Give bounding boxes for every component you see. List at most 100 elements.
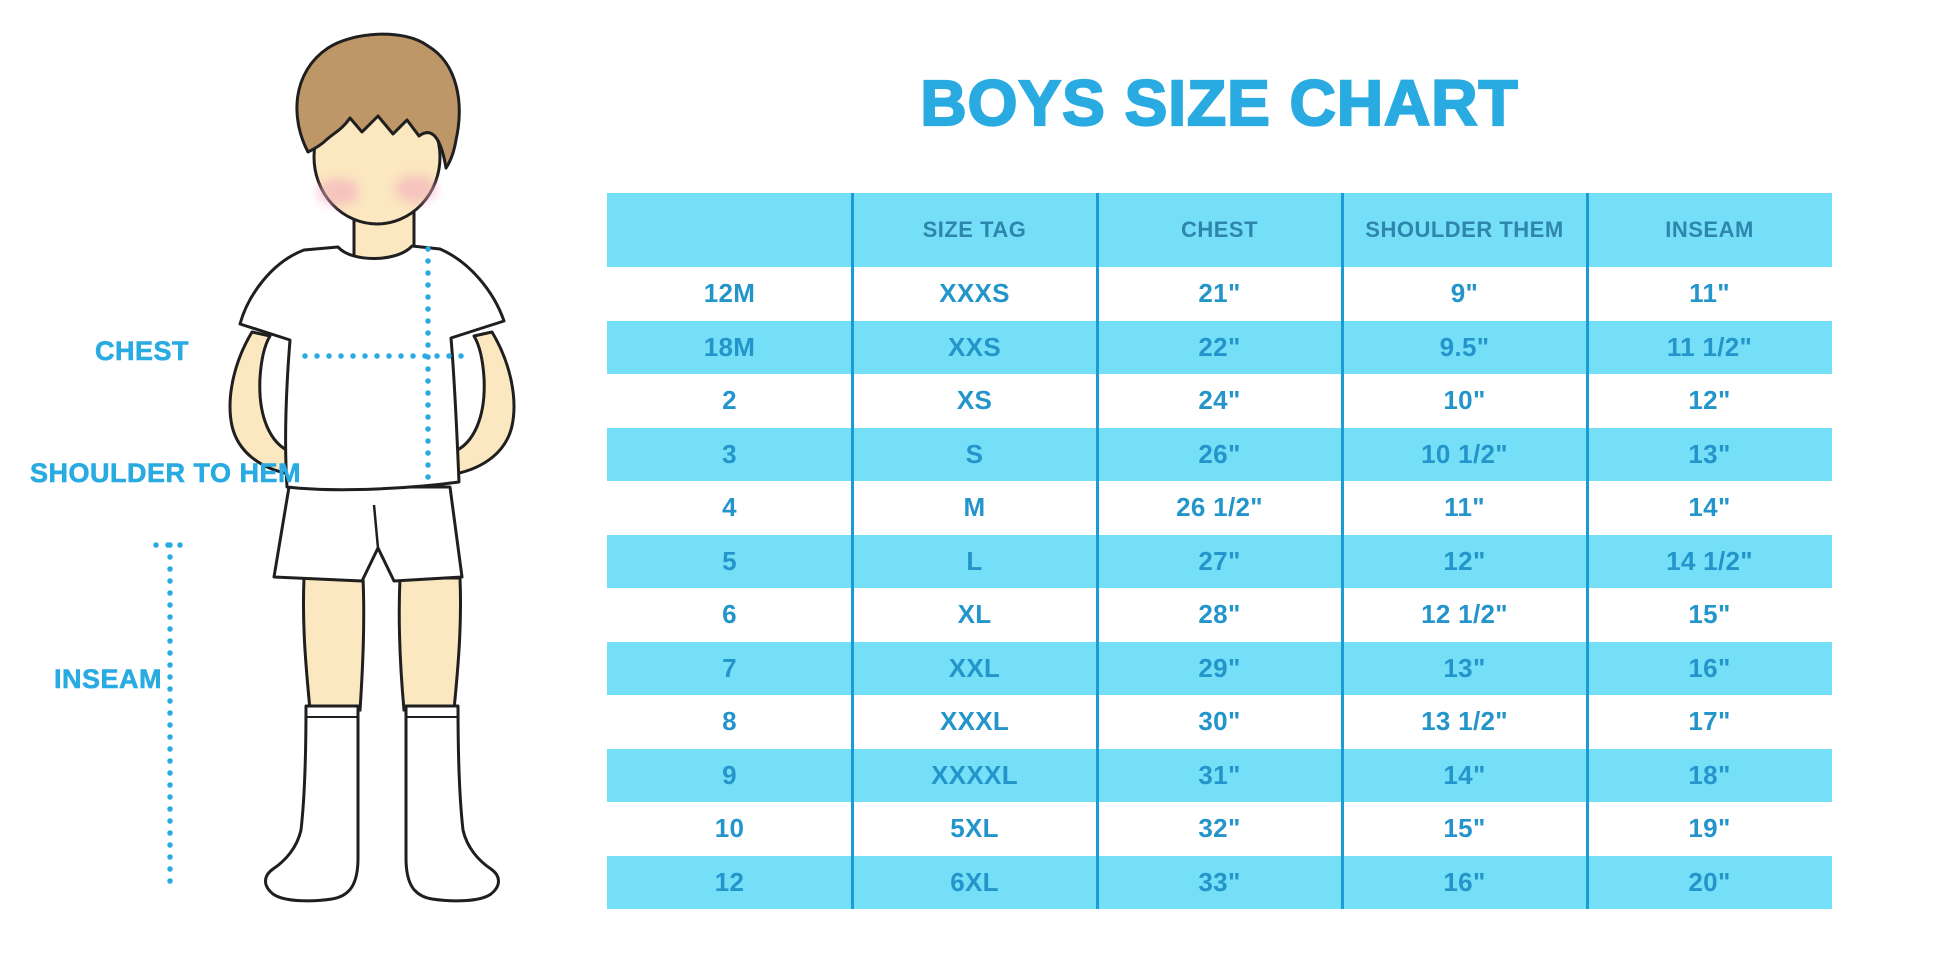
left-cheek-blush (317, 178, 359, 206)
table-cell: XXL (948, 652, 1001, 683)
table-cell: 12M (703, 278, 756, 309)
table-header-row: SIZE TAG CHEST SHOULDER THEM INSEAM (607, 193, 1832, 267)
table-cell: 8 (722, 706, 737, 737)
table-row: 4 M 26 1/2" 11" 14" (607, 481, 1832, 535)
table-cell: 28" (1198, 599, 1241, 630)
table-cell: M (963, 492, 986, 523)
table-row: 8 XXXL 30" 13 1/2" 17" (607, 695, 1832, 749)
table-cell: 14 1/2" (1666, 545, 1753, 576)
table-cell: 15" (1688, 599, 1731, 630)
table-cell: 24" (1198, 385, 1241, 416)
table-row: 6 XL 28" 12 1/2" 15" (607, 588, 1832, 642)
column-divider (851, 193, 854, 909)
table-row: 5 L 27" 12" 14 1/2" (607, 534, 1832, 588)
chest-label: CHEST (95, 336, 190, 367)
table-cell: 19" (1688, 813, 1731, 844)
hair-shape (295, 32, 461, 170)
table-cell: 5XL (950, 813, 999, 844)
shorts-fly-line (372, 504, 380, 549)
table-cell: XS (956, 385, 993, 416)
table-cell: 11" (1689, 278, 1730, 309)
table-cell: 10 (714, 813, 745, 844)
boy-illustration (153, 32, 516, 903)
column-divider (1341, 193, 1344, 909)
table-cell: L (966, 545, 983, 576)
table-cell: 12" (1688, 385, 1731, 416)
table-cell: 11 1/2" (1666, 331, 1753, 362)
table-cell: 6 (722, 599, 737, 630)
table-cell: XXXS (939, 278, 1010, 309)
table-cell: 6XL (950, 866, 999, 897)
right-cheek-blush (395, 175, 437, 203)
table-cell: 9.5" (1439, 331, 1490, 362)
right-sock-shape (404, 704, 500, 903)
table-cell: XXXXL (931, 759, 1018, 790)
table-cell: 13 1/2" (1421, 706, 1508, 737)
table-cell: 9 (722, 759, 737, 790)
tshirt-shape (238, 244, 506, 492)
table-body: 12M XXXS 21" 9" 11" 18M XXS 22" 9.5" 11 1/2" 2 XS 24… (607, 267, 1832, 909)
table-cell: 5 (722, 545, 737, 576)
table-cell: 12" (1443, 545, 1486, 576)
table-cell: 21" (1198, 278, 1241, 309)
table-cell: 3 (722, 438, 737, 469)
column-divider (1586, 193, 1589, 909)
table-cell: 4 (722, 492, 737, 523)
table-cell: XL (957, 599, 992, 630)
table-cell: 13" (1443, 652, 1486, 683)
table-cell: 29" (1198, 652, 1241, 683)
table-header-cell: SHOULDER THEM (1365, 217, 1564, 242)
table-row: 10 5XL 32" 15" 19" (607, 802, 1832, 856)
table-header-cell: INSEAM (1665, 217, 1754, 242)
right-arm-shape (451, 330, 516, 476)
shoulder-to-hem-label: SHOULDER TO HEM (30, 458, 302, 489)
table-cell: 14" (1688, 492, 1731, 523)
table-row: 3 S 26" 10 1/2" 13" (607, 427, 1832, 481)
table-cell: 26 1/2" (1176, 492, 1263, 523)
inseam-label: INSEAM (54, 664, 163, 695)
table-cell: XXS (948, 331, 1001, 362)
table-cell: 16" (1443, 866, 1486, 897)
table-cell: S (965, 438, 984, 469)
table-header-cell: SIZE TAG (922, 217, 1027, 242)
column-divider (1096, 193, 1099, 909)
shorts-shape (272, 485, 464, 583)
table-cell: 22" (1198, 331, 1241, 362)
table-cell: XXXL (939, 706, 1010, 737)
table-cell: 30" (1198, 706, 1241, 737)
table-row: 12 6XL 33" 16" 20" (607, 855, 1832, 909)
table-cell: 9" (1450, 278, 1479, 309)
page-title: BOYS SIZE CHART (919, 66, 1519, 140)
size-table: SIZE TAG CHEST SHOULDER THEM INSEAM 12M X… (607, 193, 1832, 909)
right-leg-shape (397, 576, 463, 712)
table-cell: 15" (1443, 813, 1486, 844)
table-row: 7 XXL 29" 13" 16" (607, 641, 1832, 695)
table-cell: 18M (703, 331, 756, 362)
table-cell: 2 (722, 385, 737, 416)
table-cell: 7 (722, 652, 737, 683)
table-row: 12M XXXS 21" 9" 11" (607, 267, 1832, 321)
table-header-cell (607, 193, 852, 267)
table-row: 18M XXS 22" 9.5" 11 1/2" (607, 320, 1832, 374)
left-arm-shape (228, 330, 293, 476)
table-cell: 10 1/2" (1421, 438, 1508, 469)
table-cell: 33" (1198, 866, 1241, 897)
table-cell: 32" (1198, 813, 1241, 844)
table-header-cell: CHEST (1180, 217, 1259, 242)
table-row: 2 XS 24" 10" 12" (607, 374, 1832, 428)
table-cell: 17" (1688, 706, 1731, 737)
table-cell: 26" (1198, 438, 1241, 469)
table-cell: 10" (1443, 385, 1486, 416)
table-cell: 20" (1688, 866, 1731, 897)
table-cell: 12 (714, 866, 745, 897)
table-cell: 27" (1198, 545, 1241, 576)
table-cell: 18" (1688, 759, 1731, 790)
table-cell: 16" (1688, 652, 1731, 683)
table-cell: 14" (1443, 759, 1486, 790)
table-cell: 11" (1444, 492, 1485, 523)
left-leg-shape (301, 576, 366, 712)
table-cell: 13" (1688, 438, 1731, 469)
table-cell: 31" (1198, 759, 1241, 790)
table-row: 9 XXXXL 31" 14" 18" (607, 748, 1832, 802)
